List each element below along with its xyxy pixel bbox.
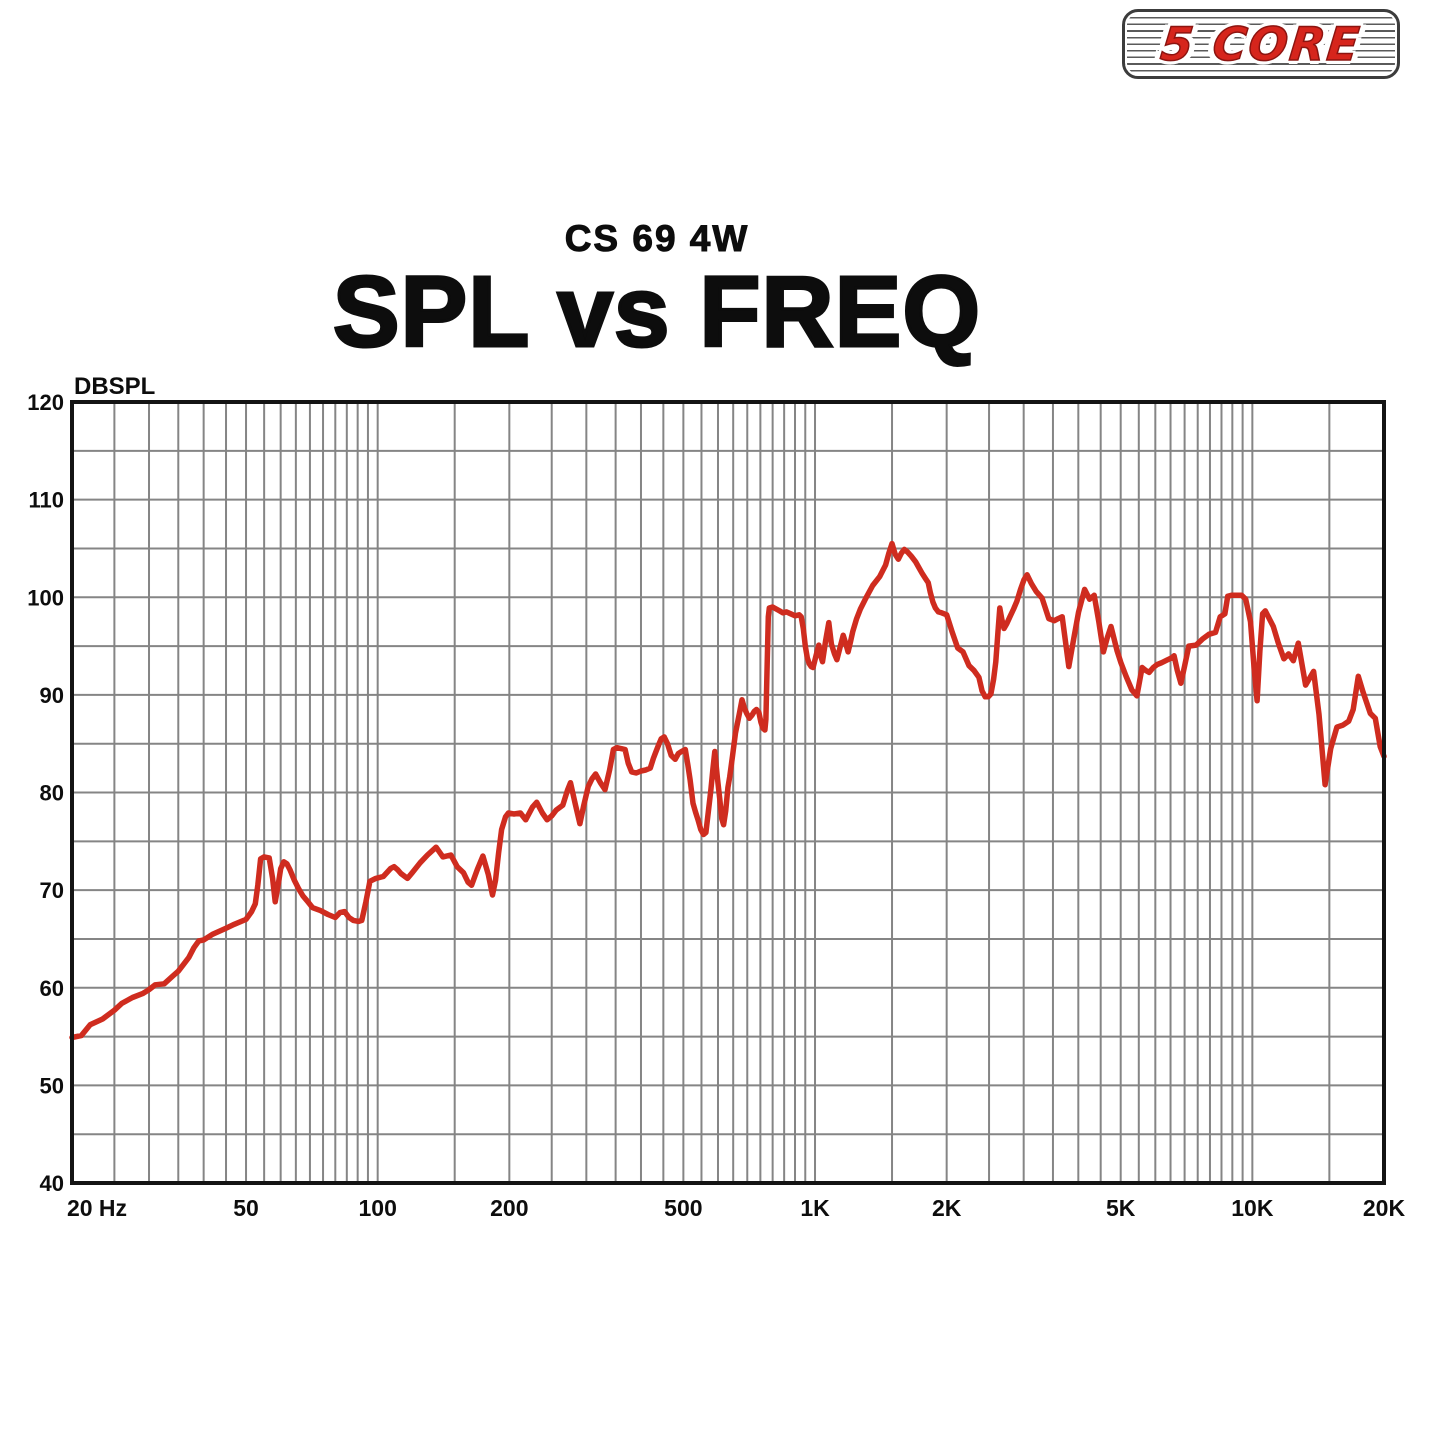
y-axis-title: DBSPL xyxy=(74,373,155,400)
y-tick-label: 100 xyxy=(27,585,64,610)
axis-frame xyxy=(70,400,1386,1185)
x-tick-label: 1K xyxy=(800,1195,830,1221)
series-spl xyxy=(69,540,1387,1041)
grid-lines xyxy=(72,402,1384,1183)
y-tick-label: 90 xyxy=(40,683,64,708)
y-tick-label: 60 xyxy=(40,976,64,1001)
x-tick-label: 5K xyxy=(1106,1195,1136,1221)
chart-subtitle: CS 69 4W xyxy=(564,218,750,260)
x-tick-label: 2K xyxy=(932,1195,962,1221)
spl-curve xyxy=(69,540,1387,1041)
x-tick-label: 20K xyxy=(1363,1195,1406,1221)
y-tick-label: 110 xyxy=(29,488,65,513)
y-tick-label: 120 xyxy=(27,390,64,415)
title-block: CS 69 4W SPL vs FREQ xyxy=(0,218,1314,368)
x-tick-label: 200 xyxy=(490,1195,528,1221)
x-tick-label: 10K xyxy=(1231,1195,1274,1221)
brand-logo: 5 CORE xyxy=(1122,9,1400,79)
x-tick-label: 100 xyxy=(358,1195,396,1221)
y-tick-label: 50 xyxy=(40,1073,64,1098)
x-tick-label: 20 Hz xyxy=(67,1195,127,1221)
plot-border xyxy=(70,400,1386,1185)
y-tick-label: 40 xyxy=(40,1171,64,1196)
page-title: SPL vs FREQ xyxy=(331,256,982,368)
y-tick-label: 80 xyxy=(40,781,64,806)
y-tick-label: 70 xyxy=(40,878,64,903)
x-tick-label: 50 xyxy=(233,1195,259,1221)
x-tick-label: 500 xyxy=(664,1195,702,1221)
